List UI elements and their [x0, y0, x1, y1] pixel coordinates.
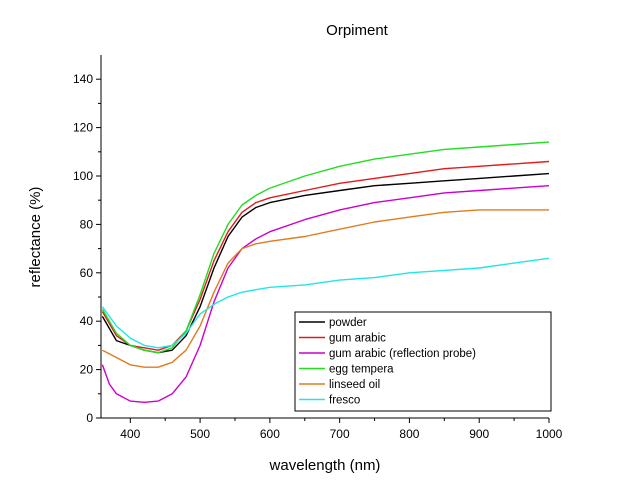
- x-tick-label: 500: [190, 427, 210, 441]
- series-line-2: [101, 160, 549, 351]
- x-tick-label: 700: [330, 427, 350, 441]
- x-tick-label: 900: [469, 427, 489, 441]
- y-axis-label: reflectance (%): [27, 187, 44, 288]
- plot-area: [101, 141, 549, 403]
- series-line-3: [101, 185, 549, 403]
- y-tick-label: 80: [80, 217, 94, 231]
- y-tick-label: 20: [80, 363, 94, 377]
- chart-title: Orpiment: [326, 22, 389, 39]
- legend: powder gum arabic gum arabic (reflection p…: [294, 311, 552, 412]
- series-line-5: [102, 209, 549, 368]
- y-tick-label: 60: [80, 266, 94, 280]
- series-line-6: [101, 257, 549, 349]
- legend-label: gum arabic (reflection probe): [329, 348, 476, 360]
- legend-label: egg tempera: [329, 364, 394, 376]
- legend-label: powder: [329, 317, 367, 329]
- legend-label: gum arabic: [329, 333, 386, 345]
- x-tick-label: 1000: [536, 427, 563, 441]
- x-axis-label: wavelength (nm): [269, 457, 381, 474]
- legend-box: [294, 311, 552, 412]
- y-tick-label: 100: [73, 169, 93, 183]
- legend-label: fresco: [329, 395, 360, 407]
- x-tick-label: 800: [399, 427, 419, 441]
- y-tick-label: 140: [73, 72, 93, 86]
- y-tick-label: 40: [80, 314, 94, 328]
- x-tick-label: 600: [260, 427, 280, 441]
- series-line-4: [101, 141, 549, 354]
- y-tick-label: 120: [73, 121, 93, 135]
- axes: 400 500 600 700 800 900 1000 0 20 40 60 80 100 120 140: [73, 55, 563, 441]
- y-tick-label: 0: [86, 411, 93, 425]
- legend-label: linseed oil: [329, 379, 380, 391]
- x-tick-label: 400: [120, 427, 140, 441]
